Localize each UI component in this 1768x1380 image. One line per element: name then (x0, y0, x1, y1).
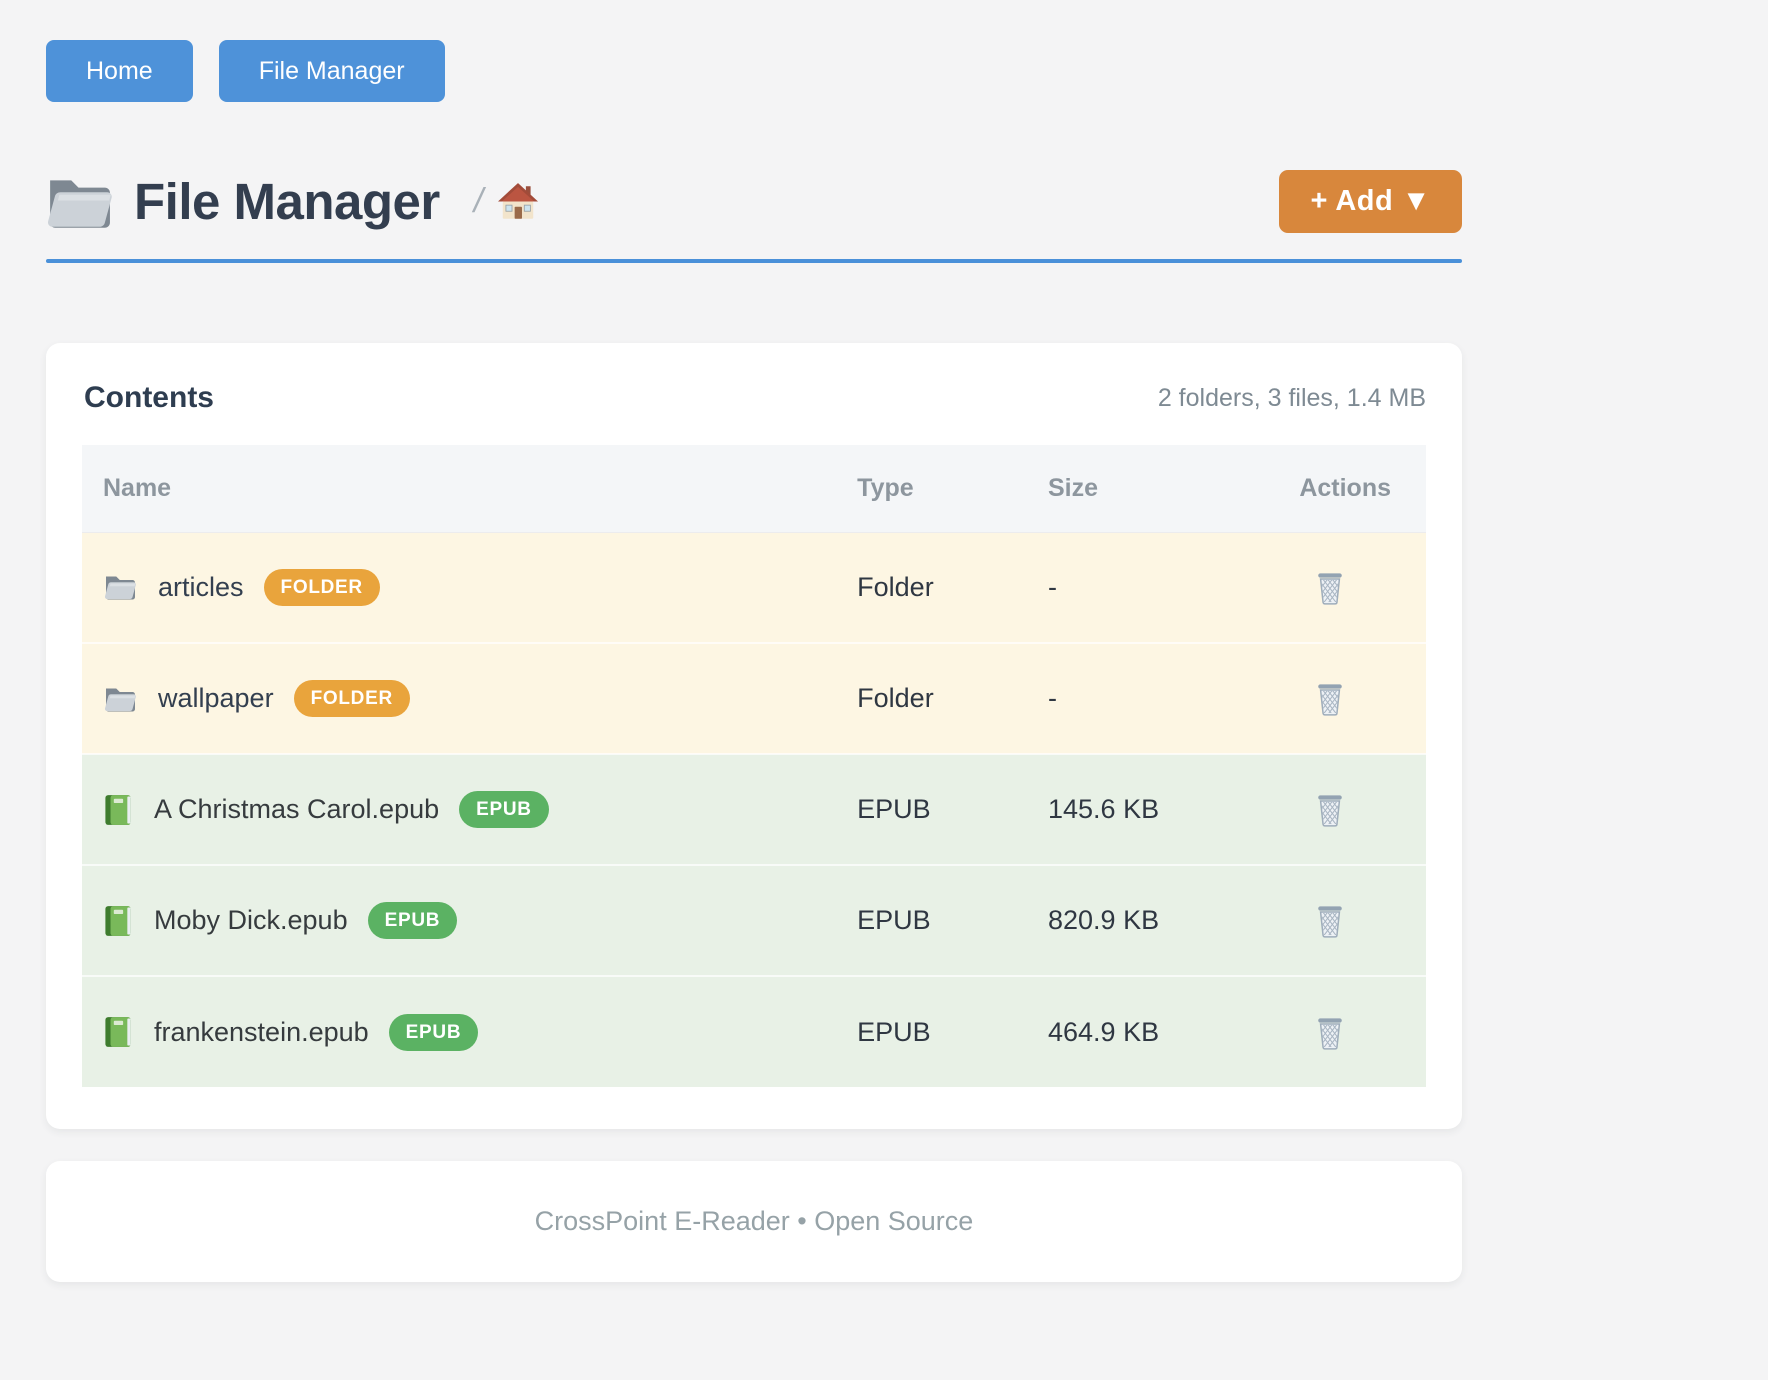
column-header-name: Name (82, 445, 857, 533)
file-size: 145.6 KB (1047, 753, 1299, 865)
header-underline (46, 259, 1462, 263)
delete-button[interactable] (1312, 902, 1348, 940)
page-header: File Manager / + Add ▼ (46, 170, 1462, 233)
delete-button[interactable] (1312, 1014, 1348, 1052)
file-type: Folder (856, 642, 1047, 754)
folder-name-link[interactable]: articles (158, 571, 244, 602)
trash-icon (1314, 904, 1346, 938)
nav-file-manager-button[interactable]: File Manager (218, 40, 445, 102)
name-cell: articles FOLDER (83, 568, 855, 606)
page-title: File Manager (134, 173, 440, 230)
contents-card: Contents 2 folders, 3 files, 1.4 MB Name… (46, 343, 1462, 1129)
trash-icon (1314, 793, 1346, 827)
table-row: Moby Dick.epub EPUB EPUB 820.9 KB (82, 864, 1426, 976)
type-badge: FOLDER (263, 568, 380, 606)
table-row: A Christmas Carol.epub EPUB EPUB 145.6 K… (82, 753, 1426, 865)
file-type: Folder (856, 532, 1047, 643)
book-icon (104, 1016, 132, 1048)
table-row: frankenstein.epub EPUB EPUB 464.9 KB (82, 975, 1426, 1087)
folder-name-link[interactable]: wallpaper (158, 683, 274, 713)
file-size: 820.9 KB (1047, 864, 1299, 976)
folder-icon (104, 573, 136, 601)
table-row: wallpaper FOLDER Folder - (82, 642, 1426, 754)
book-icon (104, 905, 132, 937)
folder-icon (46, 173, 112, 231)
add-button[interactable]: + Add ▼ (1279, 170, 1462, 233)
trash-icon (1314, 1016, 1346, 1050)
name-cell: A Christmas Carol.epub EPUB (83, 791, 855, 828)
file-name-link[interactable]: Moby Dick.epub (154, 905, 348, 935)
top-nav: Home File Manager (46, 40, 1462, 102)
house-icon (497, 181, 539, 223)
nav-home-button[interactable]: Home (46, 40, 193, 102)
file-table: Name Type Size Actions articles FOLDER (82, 445, 1426, 1087)
breadcrumb-home-link[interactable] (497, 181, 539, 223)
table-header-row: Name Type Size Actions (82, 445, 1426, 533)
file-name-link[interactable]: A Christmas Carol.epub (154, 794, 440, 824)
name-cell: frankenstein.epub EPUB (83, 1013, 855, 1051)
name-cell: wallpaper FOLDER (83, 680, 855, 717)
file-size: 464.9 KB (1047, 975, 1299, 1087)
type-badge: EPUB (459, 791, 549, 828)
type-badge: EPUB (367, 902, 458, 939)
table-row: articles FOLDER Folder - (82, 532, 1426, 643)
footer-card: CrossPoint E-Reader • Open Source (46, 1161, 1462, 1282)
book-icon (104, 794, 132, 826)
contents-heading: Contents (84, 381, 214, 414)
file-size: - (1047, 642, 1299, 754)
delete-button[interactable] (1312, 569, 1348, 607)
type-badge: FOLDER (293, 680, 410, 717)
file-name-link[interactable]: frankenstein.epub (154, 1016, 369, 1047)
column-header-type: Type (856, 445, 1047, 533)
file-type: EPUB (856, 975, 1047, 1087)
delete-button[interactable] (1312, 791, 1348, 829)
breadcrumb-separator: / (473, 182, 484, 220)
file-size: - (1047, 532, 1299, 643)
trash-icon (1314, 571, 1346, 605)
file-type: EPUB (856, 864, 1047, 976)
contents-summary: 2 folders, 3 files, 1.4 MB (1157, 383, 1426, 412)
footer-text: CrossPoint E-Reader • Open Source (534, 1206, 974, 1236)
trash-icon (1314, 682, 1346, 716)
column-header-size: Size (1047, 445, 1299, 533)
delete-button[interactable] (1312, 680, 1348, 718)
title-group: File Manager / (46, 172, 539, 231)
file-type: EPUB (856, 753, 1047, 865)
folder-icon (104, 685, 136, 713)
column-header-actions: Actions (1298, 445, 1426, 533)
name-cell: Moby Dick.epub EPUB (83, 902, 855, 939)
type-badge: EPUB (388, 1013, 479, 1051)
contents-card-header: Contents 2 folders, 3 files, 1.4 MB (82, 381, 1426, 415)
page: Home File Manager File Manager / + Add ▼… (46, 0, 1462, 1282)
